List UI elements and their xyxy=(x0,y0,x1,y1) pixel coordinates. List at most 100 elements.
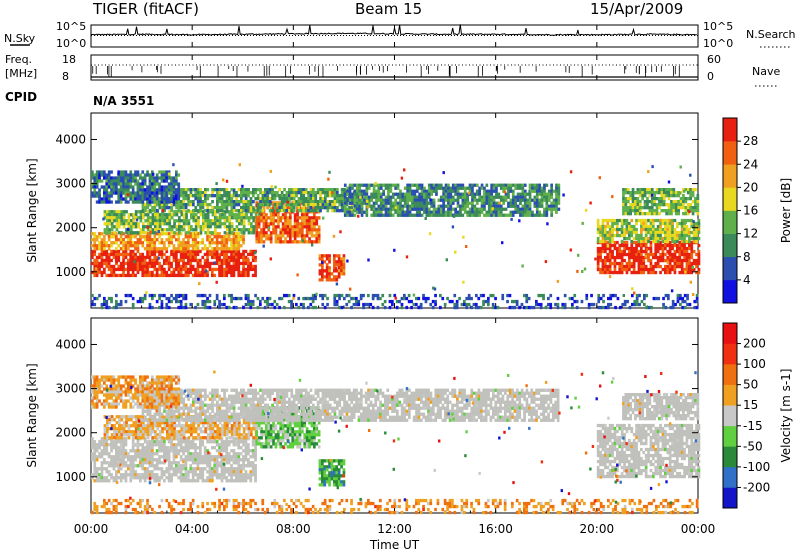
power-echo-cell xyxy=(203,305,207,310)
power-echo-cell xyxy=(202,213,205,217)
power-echo-cell xyxy=(206,264,209,269)
velocity-echo-cell xyxy=(98,443,101,447)
power-echo-cell xyxy=(115,252,118,257)
power-echo-cell xyxy=(170,238,173,242)
power-echo-cell xyxy=(606,221,610,226)
power-echo-cell xyxy=(151,249,154,254)
power-echo-cell xyxy=(277,201,280,205)
power-echo-cell xyxy=(298,234,302,238)
power-echo-cell xyxy=(679,206,683,210)
power-echo-cell xyxy=(677,209,680,213)
power-echo-speckle xyxy=(339,230,342,234)
power-echo-cell xyxy=(309,200,313,204)
power-echo-cell xyxy=(668,224,672,229)
power-echo-cell xyxy=(673,227,677,232)
power-echo-cell xyxy=(115,273,118,278)
power-echo-cell xyxy=(264,197,267,201)
power-echo-cell xyxy=(254,191,258,195)
power-echo-cell xyxy=(538,186,541,190)
power-echo-cell xyxy=(107,185,111,189)
power-echo-cell xyxy=(213,302,217,307)
power-echo-cell xyxy=(182,213,186,217)
power-echo-cell xyxy=(194,191,198,195)
nsky-series xyxy=(91,24,697,36)
power-echo-cell xyxy=(447,186,450,190)
velocity-echo-cell xyxy=(103,440,106,444)
power-echo-cell xyxy=(473,195,477,199)
power-echo-cell xyxy=(347,293,351,298)
power-echo-cell xyxy=(649,270,653,275)
power-echo-cell xyxy=(289,219,292,223)
power-echo-speckle xyxy=(581,221,584,225)
power-echo-cell xyxy=(480,210,484,214)
power-echo-cell xyxy=(483,213,486,217)
power-echo-cell xyxy=(419,302,423,307)
power-echo-cell xyxy=(535,192,539,196)
power-echo-cell xyxy=(323,254,327,258)
power-echo-cell xyxy=(107,296,111,301)
power-echo-cell xyxy=(239,261,243,266)
power-echo-cell xyxy=(310,234,314,238)
freq-ylim-top: 18 xyxy=(62,53,76,66)
power-echo-cell xyxy=(165,194,169,198)
power-echo-cell xyxy=(308,219,311,223)
power-echo-cell xyxy=(684,197,688,201)
power-echo-cell xyxy=(563,293,567,298)
velocity-echo-cell xyxy=(98,446,101,450)
power-echo-cell xyxy=(129,182,133,186)
power-echo-cell xyxy=(167,258,171,263)
power-echo-cell xyxy=(153,206,157,210)
power-echo-speckle xyxy=(172,163,175,167)
power-echo-cell xyxy=(225,206,229,210)
power-echo-cell xyxy=(161,231,164,235)
power-echo-cell xyxy=(355,201,359,205)
power-echo-cell xyxy=(285,203,289,207)
power-echo-cell xyxy=(117,267,121,272)
power-echo-cell xyxy=(367,293,370,298)
power-echo-cell xyxy=(244,273,248,278)
power-echo-cell xyxy=(163,194,166,198)
power-echo-cell xyxy=(616,246,619,251)
power-echo-cell xyxy=(363,201,366,205)
power-echo-cell xyxy=(127,267,130,272)
power-echo-cell xyxy=(218,252,221,257)
power-echo-cell xyxy=(223,222,227,226)
power-echo-cell xyxy=(279,201,283,205)
power-echo-cell xyxy=(629,203,632,207)
power-echo-cell xyxy=(119,188,123,192)
power-echo-cell xyxy=(247,267,250,272)
power-echo-cell xyxy=(423,207,426,211)
power-echo-cell xyxy=(220,249,224,254)
power-echo-speckle xyxy=(682,189,686,193)
power-echo-cell xyxy=(363,198,366,202)
power-echo-cell xyxy=(296,207,299,211)
power-echo-cell xyxy=(139,264,142,269)
power-echo-cell xyxy=(362,293,365,298)
power-echo-cell xyxy=(206,197,210,201)
power-echo-cell xyxy=(251,249,255,254)
power-echo-cell xyxy=(688,239,691,244)
power-echo-cell xyxy=(143,182,147,186)
power-echo-cell xyxy=(684,206,688,210)
power-echo-cell xyxy=(656,249,660,254)
power-echo-cell xyxy=(399,195,402,199)
power-echo-cell xyxy=(315,216,319,220)
power-echo-cell xyxy=(444,192,448,196)
power-echo-cell xyxy=(151,182,154,186)
power-echo-cell xyxy=(182,267,185,272)
power-echo-cell xyxy=(338,194,342,198)
power-echo-cell xyxy=(196,264,200,269)
power-echo-cell xyxy=(389,210,393,214)
power-echo-cell xyxy=(355,183,359,187)
power-echo-cell xyxy=(634,212,637,216)
power-echo-cell xyxy=(563,302,567,307)
power-echo-cell xyxy=(206,206,210,210)
power-echo-speckle xyxy=(296,273,299,277)
power-echo-cell xyxy=(355,207,359,211)
power-echo-cell xyxy=(667,197,671,201)
power-echo-cell xyxy=(655,203,659,207)
power-echo-cell xyxy=(666,233,670,238)
power-echo-cell xyxy=(377,186,381,190)
power-echo-cell xyxy=(95,258,99,263)
power-echo-cell xyxy=(175,213,179,217)
